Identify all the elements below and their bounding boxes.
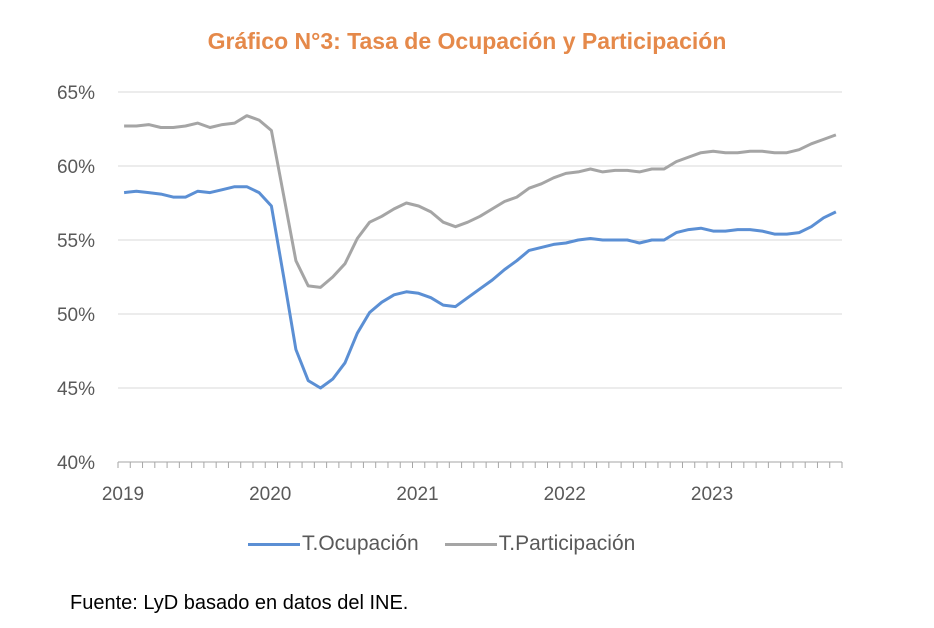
series-lines <box>123 114 837 390</box>
series-line-participacion <box>124 114 837 289</box>
legend-item-ocupacion: T.Ocupación <box>248 532 419 556</box>
chart-title: Gráfico N°3: Tasa de Ocupación y Partici… <box>207 28 727 54</box>
y-tick-label: 40% <box>57 453 95 474</box>
legend-swatch-participacion <box>444 542 497 546</box>
y-tick-label: 55% <box>57 231 95 252</box>
series-line-ocupacion <box>123 185 837 390</box>
y-tick-label: 50% <box>57 305 95 326</box>
x-tick-label: 2021 <box>396 484 438 505</box>
gridlines <box>118 91 842 389</box>
x-tick-label: 2020 <box>249 484 291 505</box>
y-tick-label: 45% <box>57 379 95 400</box>
x-tick-label: 2023 <box>691 484 733 505</box>
legend: T.Ocupación T.Participación <box>248 532 661 556</box>
y-tick-label: 65% <box>57 83 95 104</box>
source-note: Fuente: LyD basado en datos del INE. <box>70 592 409 614</box>
legend-label-participacion: T.Participación <box>498 532 636 555</box>
legend-label-ocupacion: T.Ocupación <box>302 532 419 555</box>
x-tick-label: 2022 <box>544 484 586 505</box>
y-axis: 40% 45% 50% 55% 60% 65% <box>57 83 95 474</box>
y-tick-label: 60% <box>57 157 95 178</box>
x-axis: 2019 2020 2021 2022 2023 <box>102 461 843 505</box>
legend-item-participacion: T.Participación <box>444 532 636 556</box>
x-tick-label: 2019 <box>102 484 144 505</box>
legend-swatch-ocupacion <box>248 542 300 546</box>
